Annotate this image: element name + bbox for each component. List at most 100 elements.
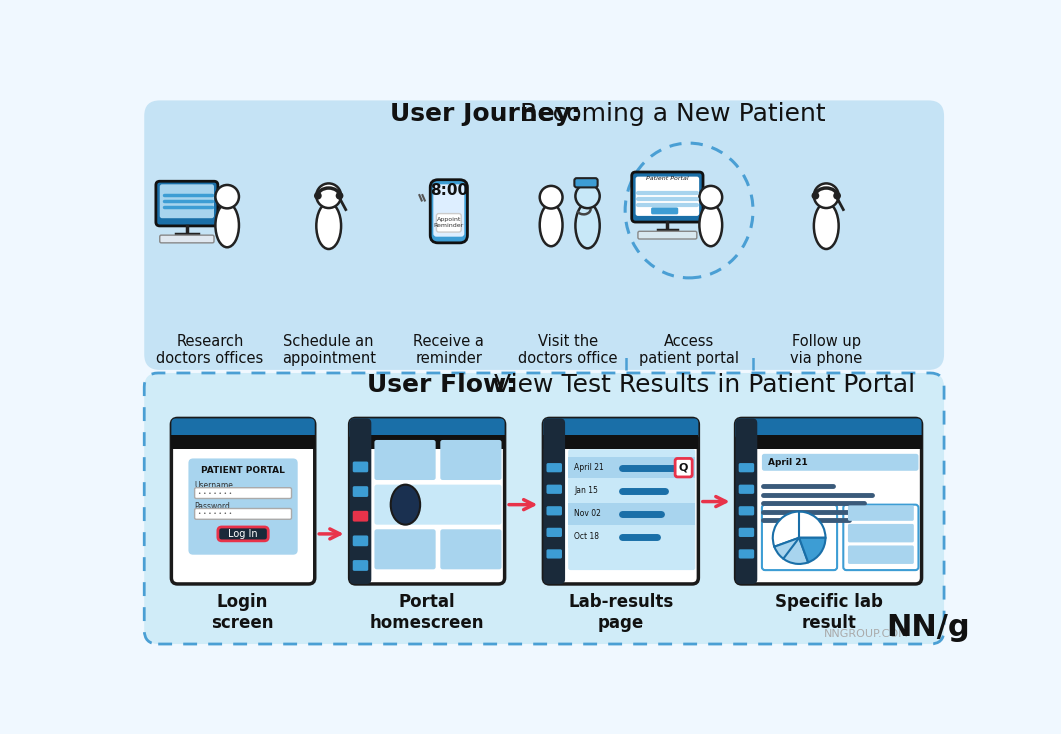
FancyBboxPatch shape: [738, 528, 754, 537]
Circle shape: [812, 192, 819, 200]
Text: Lab-results
page: Lab-results page: [569, 593, 674, 632]
FancyBboxPatch shape: [638, 231, 697, 239]
FancyBboxPatch shape: [352, 511, 368, 522]
FancyBboxPatch shape: [546, 528, 562, 537]
Text: Username: Username: [194, 481, 233, 490]
FancyBboxPatch shape: [160, 235, 214, 243]
FancyBboxPatch shape: [762, 505, 837, 570]
Circle shape: [215, 185, 239, 208]
Circle shape: [575, 184, 599, 208]
Wedge shape: [775, 538, 808, 564]
Text: April 21: April 21: [768, 458, 807, 467]
FancyBboxPatch shape: [194, 487, 292, 498]
FancyBboxPatch shape: [172, 418, 315, 440]
Text: Log In: Log In: [228, 529, 258, 539]
Wedge shape: [799, 538, 825, 562]
FancyBboxPatch shape: [375, 529, 436, 570]
FancyBboxPatch shape: [738, 463, 754, 472]
FancyBboxPatch shape: [160, 184, 214, 218]
Text: Appoint
Reminder: Appoint Reminder: [434, 217, 464, 228]
Text: Portal
homescreen: Portal homescreen: [370, 593, 485, 632]
Ellipse shape: [390, 484, 420, 525]
FancyBboxPatch shape: [440, 440, 502, 480]
FancyBboxPatch shape: [651, 208, 678, 214]
FancyBboxPatch shape: [735, 418, 922, 440]
Text: Schedule an
appointment: Schedule an appointment: [282, 334, 376, 366]
FancyBboxPatch shape: [352, 560, 368, 571]
FancyBboxPatch shape: [546, 463, 562, 472]
Text: Follow up
via phone: Follow up via phone: [790, 334, 863, 366]
Ellipse shape: [316, 203, 341, 249]
Bar: [569, 457, 695, 479]
FancyBboxPatch shape: [543, 418, 698, 440]
Text: Patient Portal: Patient Portal: [646, 175, 689, 181]
Text: 8:00: 8:00: [430, 183, 468, 198]
FancyBboxPatch shape: [543, 418, 566, 584]
Ellipse shape: [699, 204, 723, 246]
FancyBboxPatch shape: [543, 418, 698, 584]
Text: Access
patient portal: Access patient portal: [639, 334, 740, 366]
Text: User Flow:: User Flow:: [367, 374, 516, 397]
FancyBboxPatch shape: [189, 459, 298, 555]
Text: User Journey:: User Journey:: [390, 102, 580, 126]
Bar: [543, 435, 698, 449]
Text: NN/g: NN/g: [886, 614, 970, 642]
Bar: [569, 526, 695, 548]
FancyBboxPatch shape: [569, 449, 695, 570]
FancyBboxPatch shape: [144, 373, 944, 644]
FancyBboxPatch shape: [735, 418, 758, 584]
FancyBboxPatch shape: [738, 484, 754, 494]
FancyBboxPatch shape: [156, 181, 218, 226]
FancyBboxPatch shape: [738, 549, 754, 559]
FancyBboxPatch shape: [848, 506, 914, 521]
FancyBboxPatch shape: [675, 459, 692, 477]
Text: Login
screen: Login screen: [211, 593, 274, 632]
Text: Oct 18: Oct 18: [574, 532, 599, 542]
Ellipse shape: [575, 203, 599, 248]
Circle shape: [314, 192, 321, 200]
FancyBboxPatch shape: [430, 180, 468, 243]
FancyBboxPatch shape: [172, 418, 315, 584]
FancyBboxPatch shape: [631, 172, 703, 222]
Text: Jan 15: Jan 15: [574, 487, 598, 495]
FancyBboxPatch shape: [546, 484, 562, 494]
Wedge shape: [772, 512, 825, 547]
FancyBboxPatch shape: [546, 506, 562, 515]
Text: Visit the
doctors office: Visit the doctors office: [519, 334, 618, 366]
Circle shape: [540, 186, 562, 208]
Circle shape: [833, 192, 841, 200]
Text: PATIENT PORTAL: PATIENT PORTAL: [201, 466, 284, 476]
FancyBboxPatch shape: [843, 505, 919, 570]
FancyBboxPatch shape: [848, 545, 914, 564]
Text: • • • • • • •: • • • • • • •: [198, 490, 232, 495]
Text: • • • • • • •: • • • • • • •: [198, 512, 232, 517]
Bar: [350, 435, 505, 449]
FancyBboxPatch shape: [738, 506, 754, 515]
Ellipse shape: [814, 203, 838, 249]
Text: Specific lab
result: Specific lab result: [775, 593, 883, 632]
FancyBboxPatch shape: [352, 486, 368, 497]
FancyBboxPatch shape: [436, 214, 462, 232]
Text: NNGROUP.COM: NNGROUP.COM: [824, 629, 908, 639]
FancyBboxPatch shape: [636, 177, 699, 216]
FancyBboxPatch shape: [350, 418, 505, 440]
Bar: [172, 435, 315, 449]
Ellipse shape: [215, 203, 239, 247]
FancyBboxPatch shape: [352, 462, 368, 472]
Bar: [569, 480, 695, 501]
Ellipse shape: [540, 204, 562, 246]
Text: View Test Results in Patient Portal: View Test Results in Patient Portal: [486, 374, 916, 397]
Bar: [569, 503, 695, 525]
Text: Nov 02: Nov 02: [574, 509, 602, 518]
FancyBboxPatch shape: [352, 535, 368, 546]
Circle shape: [814, 184, 838, 208]
Text: Q: Q: [679, 462, 689, 473]
FancyBboxPatch shape: [440, 529, 502, 570]
FancyBboxPatch shape: [375, 484, 502, 525]
Bar: [735, 435, 922, 449]
Text: April 21: April 21: [574, 463, 604, 472]
FancyBboxPatch shape: [375, 440, 436, 480]
Text: Password: Password: [194, 502, 230, 511]
FancyBboxPatch shape: [218, 527, 268, 541]
FancyBboxPatch shape: [848, 524, 914, 542]
